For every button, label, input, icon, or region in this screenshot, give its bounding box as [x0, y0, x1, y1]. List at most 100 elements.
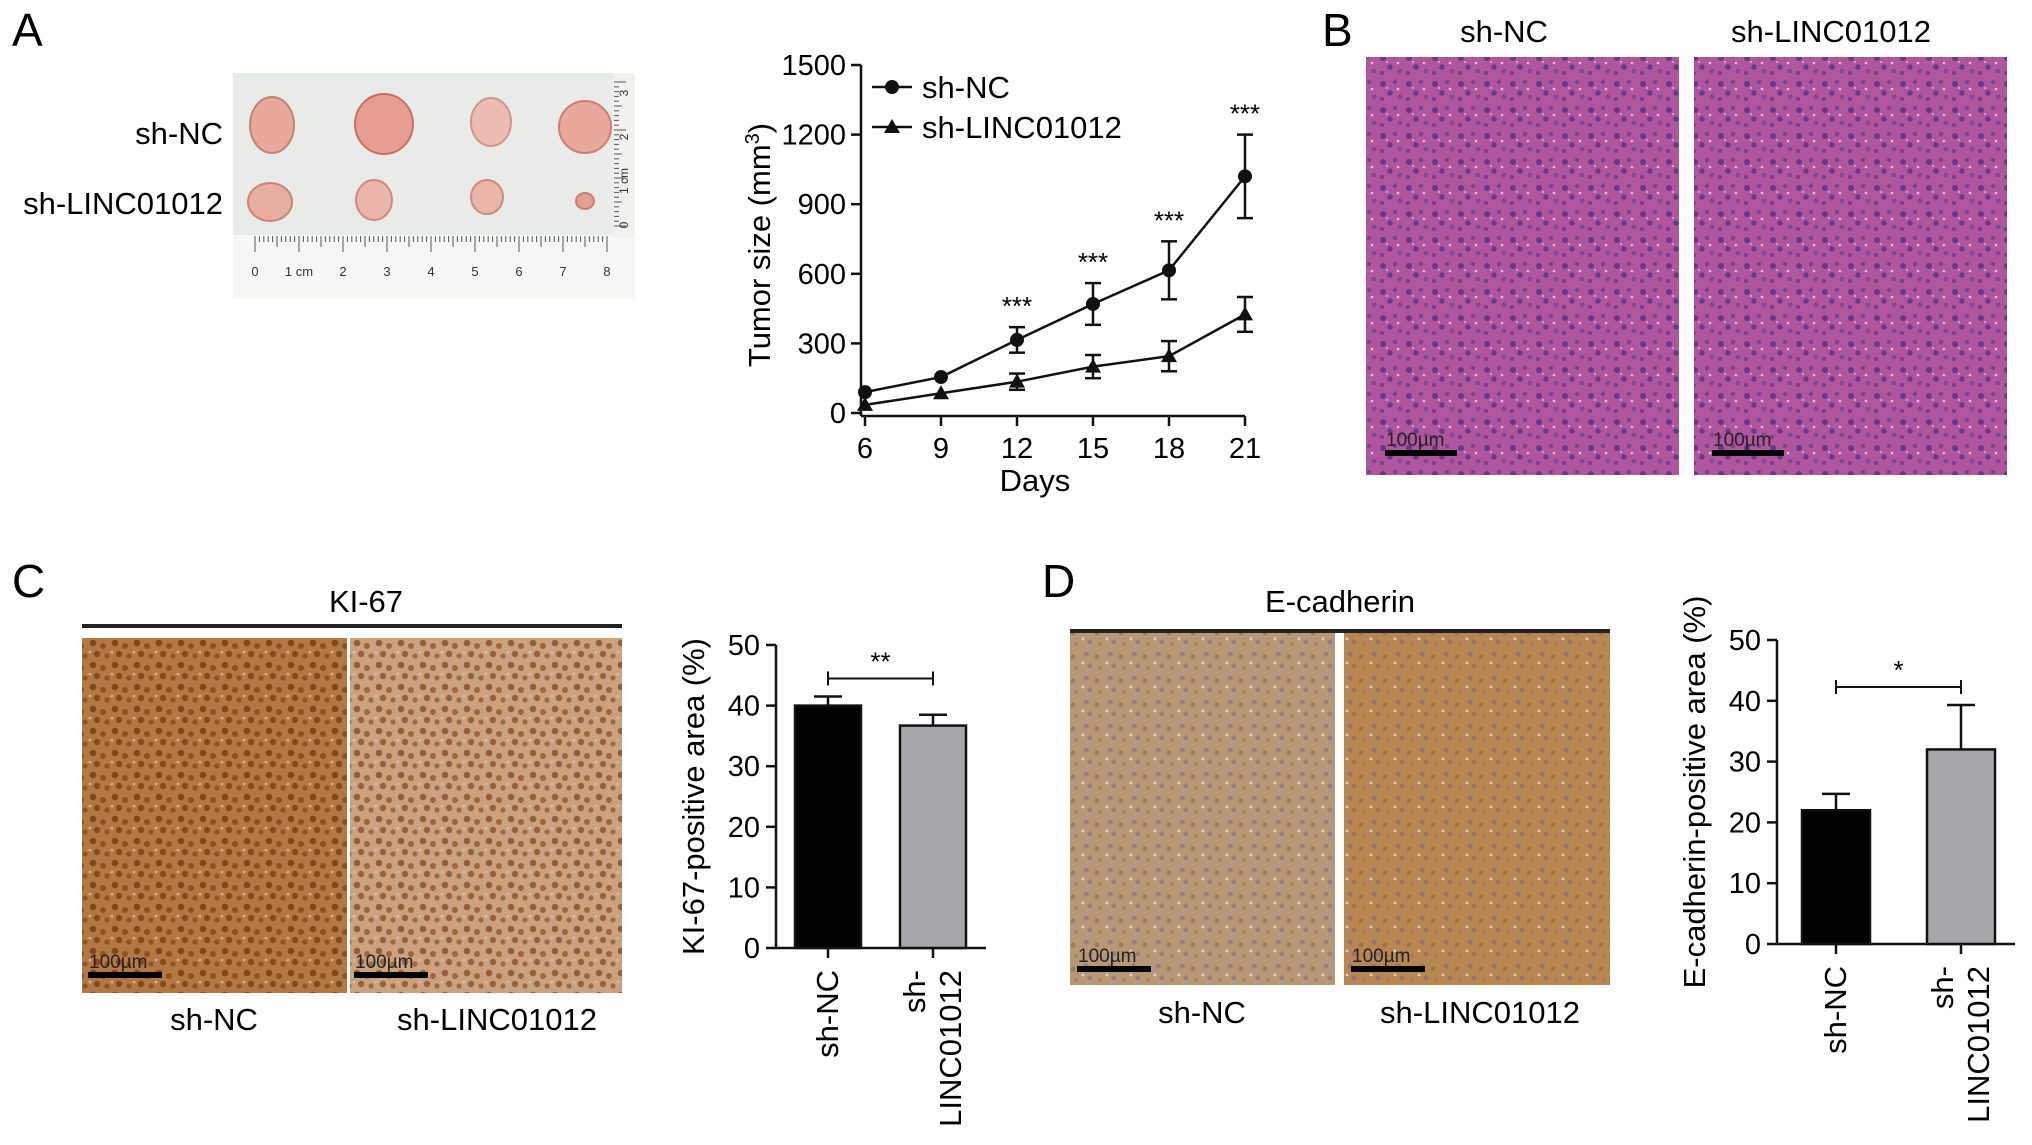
y-axis-label: Tumor size (mm3) [742, 123, 777, 367]
x-tick-label: 21 [1229, 433, 1261, 465]
data-point [1161, 348, 1177, 363]
he-title-sh-nc: sh-NC [1460, 14, 1548, 49]
y-axis-label: E-cadherin-positive area (%) [1677, 596, 1712, 989]
bar-sh-linc01012 [1925, 748, 1997, 946]
tumor-sh-linc-1 [247, 182, 293, 222]
y-tick-label: 0 [830, 398, 846, 430]
data-point [1085, 358, 1101, 373]
ruler-side-labels: 3 2 1 cm 0 [617, 89, 631, 228]
ruler-bottom-label: 3 [383, 264, 390, 279]
tumor-sh-linc-3 [470, 179, 504, 215]
ruler-bottom-label: 0 [251, 264, 258, 279]
y-tick-label: 300 [798, 328, 846, 360]
series-line-sh-nc [864, 175, 1246, 394]
scalebar-ki67-sh-linc01012 [354, 972, 428, 978]
significance-label: *** [1230, 99, 1260, 129]
ecad-image-label-sh-linc01012: sh-LINC01012 [1380, 995, 1580, 1030]
panel-b-letter: B [1322, 4, 1353, 56]
ki67-bar-chart: 0 10 20 30 40 50 KI-67-positive area (%) sh-NC s… [676, 630, 986, 1127]
ruler-ticks [254, 81, 626, 252]
significance-label: ** [870, 647, 890, 677]
bar-sh-linc01012 [898, 724, 968, 950]
legend-marker [885, 80, 899, 94]
tumor-growth-chart: 0 300 600 900 1200 1500 6 9 12 15 18 21 Days Tumor si… [742, 50, 1261, 498]
significance-label: * [1893, 655, 1903, 685]
ruler-bottom-label: 8 [603, 264, 610, 279]
ruler-bottom-labels: 0 1 cm 2 3 4 5 6 7 8 [251, 264, 610, 279]
ruler-side-label: 3 [617, 89, 631, 96]
ecad-header: E-cadherin [1265, 584, 1415, 619]
ruler-side-label: 1 cm [617, 168, 631, 194]
ruler-bottom-label: 5 [471, 264, 478, 279]
scalebar-he-sh-linc01012 [1712, 450, 1784, 456]
significance-label: *** [1154, 205, 1184, 235]
x-tick-label: 9 [933, 433, 949, 465]
tumor-sh-linc-4 [575, 192, 595, 210]
ruler-bottom-label: 4 [427, 264, 434, 279]
scalebar-label-he-sh-linc01012: 100µm [1713, 430, 1771, 451]
ruler-bottom-label: 6 [515, 264, 522, 279]
y-axis-label: KI-67-positive area (%) [676, 638, 711, 955]
panel-c-letter: C [12, 555, 45, 607]
ruler-bottom [233, 235, 635, 298]
data-point [1086, 296, 1100, 311]
legend-marker [884, 119, 900, 133]
scalebar-label-he-sh-nc: 100µm [1386, 430, 1444, 451]
x-tick-label: 15 [1077, 433, 1109, 465]
data-point [933, 385, 949, 400]
ruler-bottom-label: 7 [559, 264, 566, 279]
x-tick-label: 18 [1153, 433, 1185, 465]
y-tick-label: 1200 [781, 120, 846, 152]
scalebar-ki67-sh-nc [88, 972, 162, 978]
ki67-nuclei-sh-nc [82, 638, 347, 993]
he-title-sh-linc01012: sh-LINC01012 [1731, 14, 1931, 49]
scalebar-label-ki67-sh-linc01012: 100µm [355, 952, 413, 973]
category-label: sh- [1925, 966, 1960, 1009]
data-point [1238, 169, 1252, 184]
significance-label: *** [1078, 247, 1108, 277]
he-nuclei-sh-linc01012 [1694, 57, 2007, 475]
tumor-sh-nc-1 [249, 96, 295, 154]
ki67-nuclei-sh-linc01012 [350, 638, 622, 993]
x-tick-label: 6 [857, 433, 873, 465]
y-tick-label: 600 [798, 259, 846, 291]
ruler-side-label: 2 [617, 133, 631, 140]
data-point [1009, 373, 1025, 388]
tumor-photo: 0 1 cm 2 3 4 5 6 7 8 3 2 1 cm 0 [233, 73, 635, 298]
he-image-sh-linc01012: 100µm [1694, 57, 2007, 475]
x-axis-label: Days [1000, 463, 1071, 498]
ecad-image-label-sh-nc: sh-NC [1158, 995, 1246, 1030]
y-tick-label: 50 [1729, 625, 1761, 657]
data-point [934, 370, 948, 385]
ruler-bottom-label: 2 [339, 264, 346, 279]
ki67-image-label-sh-nc: sh-NC [170, 1002, 258, 1037]
data-point [857, 396, 873, 411]
y-tick-label: 30 [1729, 747, 1761, 779]
tumor-sh-nc-3 [470, 97, 512, 147]
tumor-sh-linc-2 [355, 179, 393, 221]
tumor-sh-nc-2 [354, 93, 414, 155]
y-tick-label: 1500 [781, 50, 846, 82]
ruler-side-label: 0 [617, 221, 631, 228]
y-tick-label: 40 [728, 691, 760, 723]
ki67-image-sh-linc01012: 100µm [350, 638, 622, 993]
y-tick-label: 30 [728, 751, 760, 783]
data-point [858, 385, 872, 400]
ki67-header: KI-67 [329, 584, 403, 619]
data-point [1162, 263, 1176, 278]
scalebar-label-ecad-sh-linc01012: 100µm [1352, 946, 1410, 967]
y-tick-label: 10 [728, 872, 760, 904]
legend-label: sh-LINC01012 [922, 110, 1122, 145]
y-tick-label: 10 [1729, 868, 1761, 900]
category-label: LINC01012 [1961, 966, 1996, 1123]
y-tick-label: 0 [744, 933, 760, 965]
y-tick-label: 20 [728, 812, 760, 844]
ruler-side [613, 73, 635, 238]
ecad-image-sh-nc: 100µm [1070, 633, 1335, 985]
ki67-image-label-sh-linc01012: sh-LINC01012 [397, 1002, 597, 1037]
y-tick-label: 0 [1745, 929, 1761, 961]
panel-d-letter: D [1042, 555, 1075, 607]
tumor-sh-nc-4 [558, 100, 612, 154]
